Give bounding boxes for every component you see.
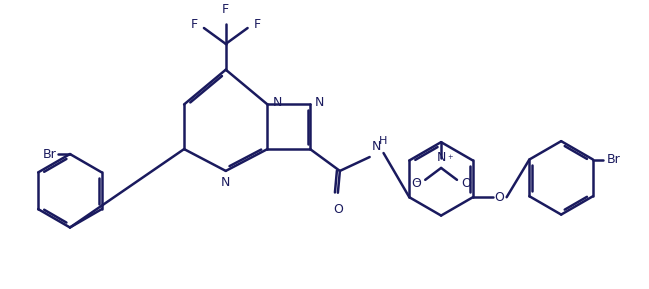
Text: F: F — [254, 18, 261, 31]
Text: $^+$: $^+$ — [446, 154, 454, 164]
Text: $^-$: $^-$ — [413, 179, 421, 189]
Text: N: N — [436, 151, 446, 164]
Text: N: N — [315, 96, 324, 109]
Text: Br: Br — [607, 153, 620, 166]
Text: F: F — [222, 3, 229, 16]
Text: N: N — [273, 96, 282, 109]
Text: O: O — [495, 191, 505, 204]
Text: F: F — [191, 18, 198, 31]
Text: O: O — [333, 203, 343, 216]
Text: Br: Br — [42, 148, 56, 161]
Text: N: N — [372, 140, 381, 153]
Text: O: O — [411, 177, 421, 190]
Text: H: H — [378, 136, 387, 146]
Text: N: N — [221, 176, 230, 189]
Text: O: O — [461, 177, 471, 190]
